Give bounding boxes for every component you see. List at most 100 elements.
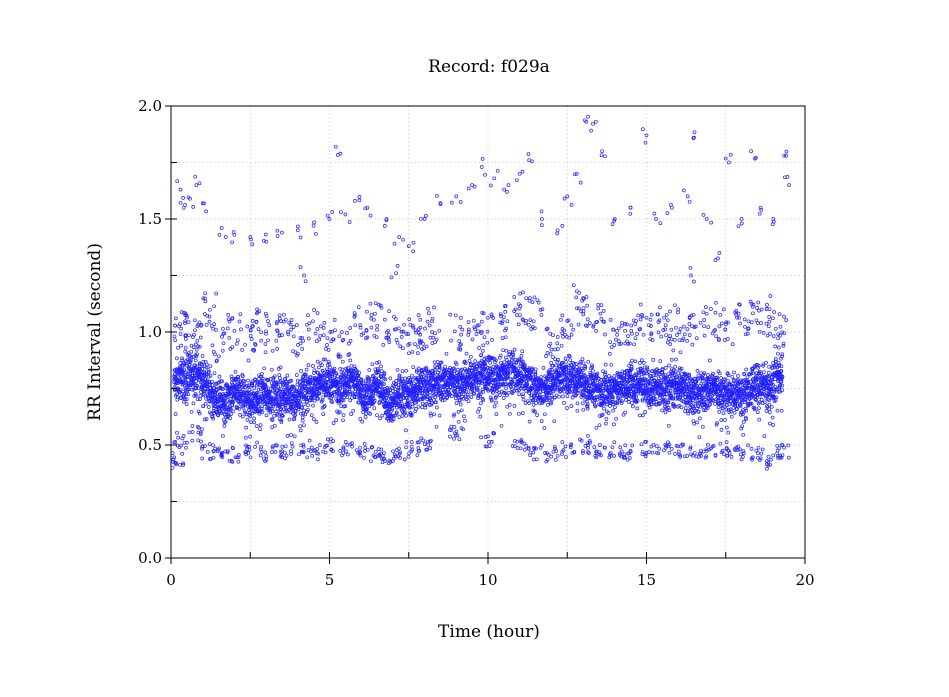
data-point — [289, 327, 293, 332]
data-point — [370, 379, 374, 384]
data-point — [517, 392, 522, 397]
data-point — [210, 414, 215, 419]
data-point — [325, 383, 330, 388]
data-point — [180, 356, 184, 361]
data-point — [236, 375, 241, 379]
data-point — [323, 357, 328, 362]
data-point — [239, 327, 243, 332]
data-point — [277, 402, 282, 407]
data-point — [371, 391, 376, 396]
data-point — [266, 319, 270, 323]
data-point — [366, 378, 371, 382]
data-point — [311, 417, 316, 421]
data-point — [300, 347, 305, 351]
data-point — [260, 376, 265, 381]
data-point — [237, 406, 242, 411]
data-point — [469, 395, 474, 399]
data-point — [249, 405, 253, 410]
data-point — [228, 416, 232, 420]
data-point — [462, 414, 466, 419]
data-point — [361, 410, 365, 415]
data-point — [250, 383, 255, 387]
data-point — [278, 380, 283, 385]
data-point — [270, 348, 275, 353]
data-point — [291, 325, 296, 329]
data-point — [432, 412, 437, 417]
data-point — [251, 324, 255, 328]
data-point — [306, 327, 311, 332]
data-point — [173, 316, 178, 321]
data-point — [327, 361, 332, 366]
data-point — [186, 320, 191, 324]
data-point — [264, 413, 269, 418]
data-point — [779, 408, 784, 413]
data-point — [346, 353, 351, 357]
data-point — [266, 378, 271, 383]
data-point — [174, 376, 178, 380]
data-point — [321, 357, 326, 362]
data-point — [306, 407, 310, 412]
data-point — [315, 311, 320, 315]
data-point — [311, 364, 315, 368]
data-point — [633, 359, 638, 364]
data-point — [359, 377, 364, 382]
data-point — [368, 412, 372, 416]
data-point — [175, 356, 179, 361]
data-point — [172, 334, 177, 339]
data-point — [624, 398, 628, 402]
data-point — [341, 418, 345, 423]
data-point — [326, 369, 330, 374]
data-point — [270, 418, 275, 422]
data-point — [291, 417, 296, 422]
data-point — [304, 399, 309, 404]
data-point — [776, 351, 780, 356]
data-point — [630, 358, 634, 363]
data-point — [561, 394, 565, 399]
data-point — [658, 359, 663, 363]
data-point — [504, 348, 509, 353]
data-point — [267, 323, 272, 327]
data-point — [337, 410, 342, 415]
data-point — [202, 417, 207, 422]
data-point — [267, 389, 272, 394]
data-point — [604, 421, 608, 426]
data-point — [568, 358, 572, 363]
data-point — [175, 397, 180, 402]
data-point — [663, 366, 668, 370]
data-point — [562, 401, 566, 405]
data-point — [311, 403, 315, 408]
data-point — [179, 326, 184, 331]
data-point — [420, 405, 425, 410]
data-point — [365, 398, 369, 402]
data-point — [328, 372, 332, 376]
data-point — [602, 406, 606, 411]
data-point — [604, 417, 609, 421]
data-point — [368, 384, 373, 388]
data-point — [492, 404, 497, 409]
data-point — [212, 409, 216, 413]
data-point — [770, 415, 775, 420]
data-point — [307, 321, 312, 326]
data-point — [501, 348, 505, 353]
data-point — [527, 419, 532, 424]
data-point — [494, 400, 498, 405]
data-point — [730, 374, 735, 379]
data-point — [660, 408, 664, 413]
data-point — [444, 351, 449, 356]
data-point — [265, 378, 270, 382]
data-point — [507, 402, 512, 407]
data-point — [278, 365, 283, 370]
data-point — [298, 341, 303, 346]
data-point — [277, 373, 282, 377]
data-point — [202, 369, 207, 374]
data-point — [269, 367, 274, 372]
data-point — [554, 363, 559, 368]
data-point — [194, 354, 199, 359]
data-point — [240, 348, 244, 352]
data-point — [721, 411, 726, 415]
data-point — [303, 374, 308, 379]
data-point — [312, 368, 317, 373]
data-point — [300, 415, 305, 420]
data-point — [292, 386, 296, 391]
data-point — [178, 332, 183, 336]
